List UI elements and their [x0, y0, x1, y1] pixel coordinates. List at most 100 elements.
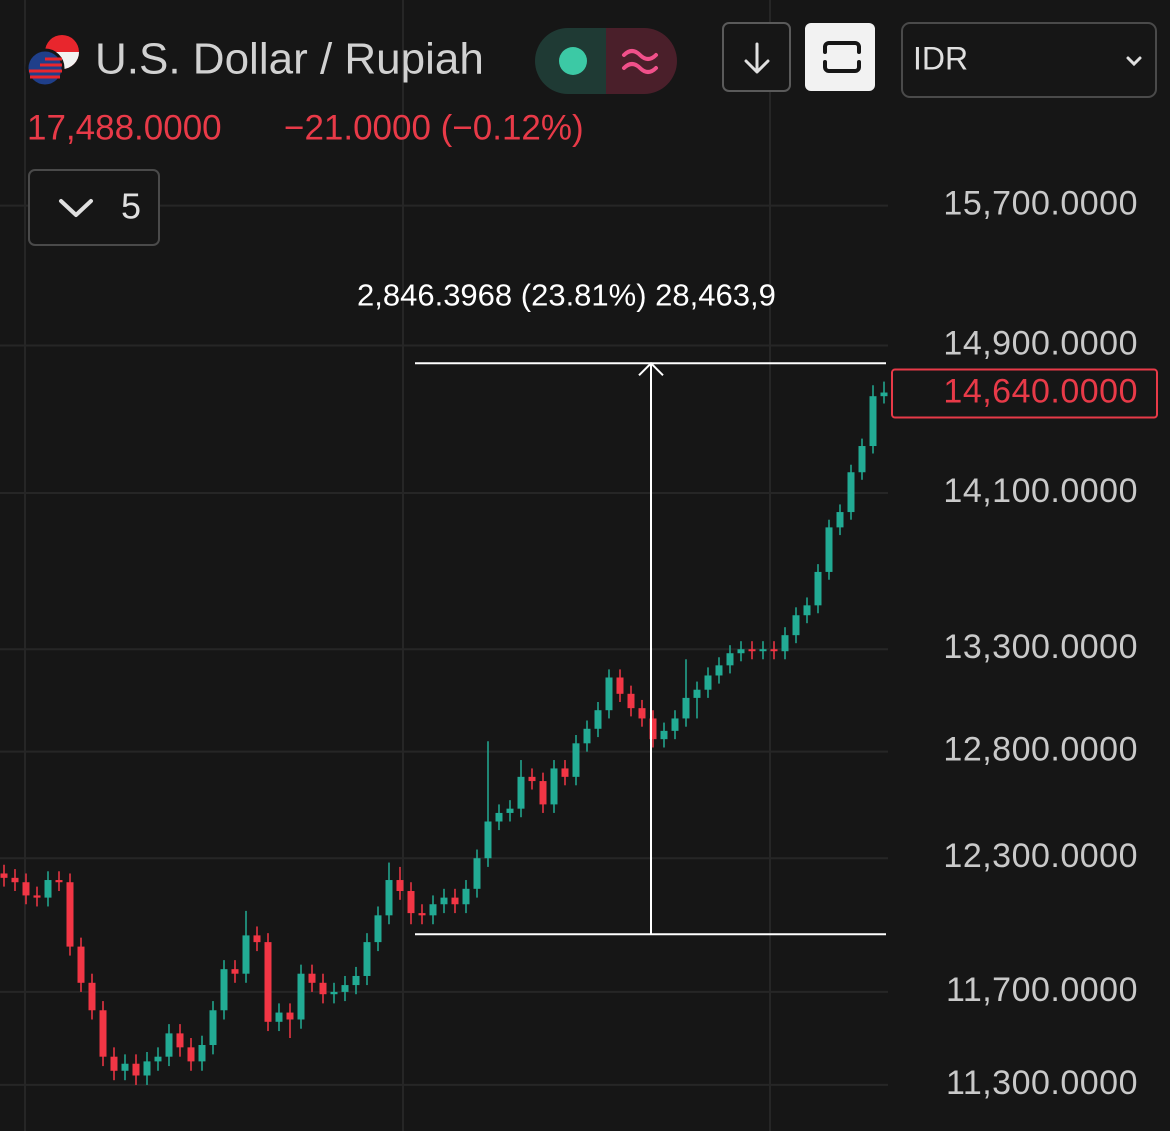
down-arrow-icon — [744, 42, 770, 74]
candle-body — [484, 821, 492, 859]
symbol-icon — [25, 35, 79, 88]
candle-body — [44, 880, 52, 898]
candle-body — [429, 904, 437, 916]
candle-body — [759, 649, 767, 652]
measure-arrow-head — [638, 361, 664, 376]
candle-body — [275, 1012, 283, 1022]
candle-body — [11, 877, 19, 883]
candle-body — [814, 571, 822, 606]
candle-body — [341, 985, 349, 992]
y-tick-label: 12,800.0000 — [943, 731, 1138, 769]
candle-body — [770, 649, 778, 652]
y-tick-label: 14,900.0000 — [943, 324, 1138, 362]
flag-us — [25, 48, 65, 88]
candle-body — [462, 888, 470, 905]
candle-body — [154, 1056, 162, 1062]
currency-label: IDR — [913, 40, 968, 76]
button-frame — [805, 23, 875, 91]
candle-body — [319, 982, 327, 995]
price-change: −21.0000 (−0.12%) — [284, 108, 584, 147]
candle-body — [187, 1047, 195, 1062]
current-price-box — [891, 368, 1158, 419]
last-price: 17,488.0000 — [27, 108, 222, 147]
candle-body — [847, 472, 855, 513]
candle-body — [286, 1012, 294, 1020]
candle-body — [792, 615, 800, 636]
approx-icon — [622, 49, 658, 74]
chevron — [1126, 56, 1142, 67]
candle-body — [55, 880, 63, 883]
symbol-title: U.S. Dollar / Rupiah — [95, 35, 484, 84]
candle-body — [726, 653, 734, 666]
candle-body — [352, 975, 360, 986]
y-tick-label: 14,100.0000 — [943, 472, 1138, 510]
candle-body — [418, 913, 426, 916]
candle-body — [649, 718, 657, 740]
candle-body — [110, 1056, 118, 1071]
candle-body — [165, 1033, 173, 1057]
candle-body — [220, 969, 228, 1011]
candle-body — [869, 396, 877, 447]
y-tick-label: 11,300.0000 — [946, 1064, 1138, 1102]
price-axis: 11,300.0000 11,700.0000 12,300.0000 12,800.… — [891, 185, 1158, 1102]
candle-body — [132, 1063, 140, 1076]
y-tick-label: 11,700.0000 — [946, 971, 1138, 1009]
candle-body — [242, 935, 250, 974]
candle-body — [715, 665, 723, 676]
interval-button[interactable]: 5 — [28, 169, 160, 246]
candle-body — [385, 880, 393, 916]
candle-body — [396, 880, 404, 892]
candle-body — [605, 677, 613, 711]
fullscreen-button[interactable] — [805, 23, 875, 91]
candle-body — [616, 677, 624, 694]
candle-body — [451, 897, 459, 905]
candle-body — [583, 728, 591, 744]
candle-body — [858, 446, 866, 473]
y-tick-label: 12,300.0000 — [943, 837, 1138, 875]
button-frame — [28, 169, 160, 246]
candle-body — [88, 982, 96, 1011]
candle-body — [660, 730, 668, 740]
candle-body — [539, 781, 547, 805]
candle-body — [231, 969, 239, 974]
candle-body — [198, 1045, 206, 1062]
select-frame — [901, 22, 1157, 98]
plot-area: 2,846.3968 (23.81%) 28,463,9 — [0, 277, 888, 1085]
flag-us-stripes — [29, 57, 62, 79]
candle-body — [528, 776, 536, 782]
candle-body — [473, 858, 481, 889]
currency-select[interactable]: IDR — [901, 22, 1157, 98]
candle-body — [22, 882, 30, 896]
candle-body — [561, 768, 569, 777]
interval-label: 5 — [121, 186, 141, 227]
candle-body — [495, 812, 503, 822]
current-price-label: 14,640.0000 — [943, 373, 1138, 411]
candle-body — [363, 942, 371, 976]
candle-body — [737, 649, 745, 654]
candle-body — [627, 693, 635, 709]
candle-body — [638, 708, 646, 719]
download-button[interactable] — [722, 22, 791, 92]
measure-label: 2,846.3968 (23.81%) 28,463,9 — [357, 277, 776, 312]
candle-body — [253, 935, 261, 943]
status-toggle[interactable] — [535, 28, 677, 94]
candle-body — [330, 991, 338, 995]
candle-body — [143, 1061, 151, 1076]
candle-body — [308, 973, 316, 983]
candle-body — [66, 882, 74, 947]
candle-body — [748, 649, 756, 652]
y-tick-label: 13,300.0000 — [943, 628, 1138, 666]
candle-body — [33, 895, 41, 898]
candle-body — [506, 808, 514, 813]
candle-body — [264, 942, 272, 1022]
delayed-status — [606, 28, 677, 94]
fullscreen-icon — [823, 41, 861, 73]
candle-body — [781, 635, 789, 652]
candle-body — [209, 1010, 217, 1046]
vertical-grid — [24, 0, 771, 1131]
candle-body — [77, 946, 85, 983]
candle-body — [550, 768, 558, 805]
candle-body — [517, 776, 525, 809]
